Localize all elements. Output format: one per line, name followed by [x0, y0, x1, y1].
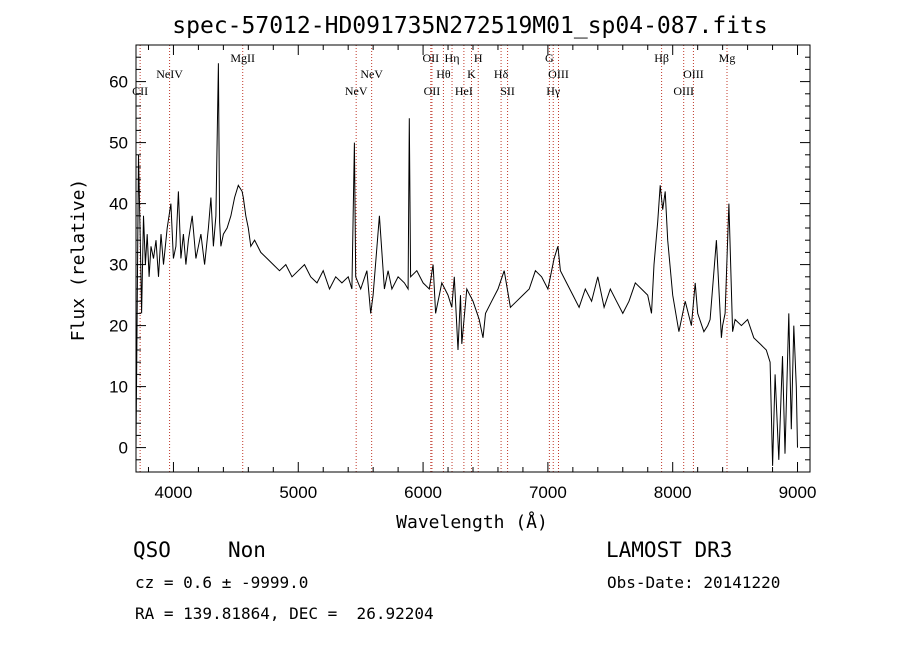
x-tick-label: 4000 — [155, 483, 193, 502]
line-label: G — [545, 51, 554, 65]
y-tick-label: 50 — [109, 134, 128, 153]
line-label: Hγ — [546, 84, 561, 98]
x-axis-ticks: 4000 5000 6000 7000 8000 9000 — [147, 45, 817, 502]
line-label: Hη — [445, 51, 460, 65]
y-axis-ticks: 0 10 20 30 40 50 60 — [109, 56, 810, 461]
x-tick-label: 5000 — [279, 483, 317, 502]
line-label: H — [474, 51, 483, 65]
x-tick-label: 9000 — [779, 483, 817, 502]
chart-title: spec-57012-HD091735N272519M01_sp04-087.f… — [172, 13, 767, 39]
x-tick-label: 8000 — [654, 483, 692, 502]
line-label: Mg — [719, 51, 736, 65]
line-label: MgII — [230, 51, 255, 65]
line-label: OIII — [548, 67, 569, 81]
x-tick-label: 7000 — [529, 483, 567, 502]
emission-line-labels: CII NeIV MgII NeV NeV OII OII Hθ Hη HeI KH Hδ SII G OI… — [132, 51, 735, 98]
line-label: Hβ — [654, 51, 669, 65]
y-tick-label: 60 — [109, 73, 128, 92]
emission-line-markers — [139, 45, 728, 472]
line-label: OIII — [673, 84, 694, 98]
spectrum-line — [135, 63, 798, 466]
ra-dec-info: RA = 139.81864, DEC = 26.92204 — [135, 604, 434, 623]
line-label: NeV — [360, 67, 383, 81]
y-axis-label: Flux (relative) — [68, 179, 89, 342]
line-label: OII — [424, 84, 441, 98]
x-axis-label: Wavelength (Å) — [396, 511, 548, 533]
line-label: OIII — [683, 67, 704, 81]
redshift-info: cz = 0.6 ± -9999.0 — [135, 573, 309, 592]
object-subclass: Non — [228, 538, 266, 562]
line-label: Hδ — [494, 67, 509, 81]
y-tick-label: 10 — [109, 378, 128, 397]
object-class: QSO — [133, 538, 171, 562]
y-tick-label: 0 — [119, 439, 128, 458]
line-label: K — [467, 67, 476, 81]
plot-frame — [135, 44, 811, 473]
line-label: SII — [500, 84, 515, 98]
line-label: HeI — [455, 84, 473, 98]
obs-date: Obs-Date: 20141220 — [607, 573, 781, 592]
y-tick-label: 40 — [109, 195, 128, 214]
line-label: NeV — [345, 84, 368, 98]
y-tick-label: 20 — [109, 317, 128, 336]
line-label: OII — [422, 51, 439, 65]
line-label: NeIV — [156, 67, 183, 81]
line-label: Hθ — [436, 67, 451, 81]
line-label: CII — [132, 84, 148, 98]
y-tick-label: 30 — [109, 256, 128, 275]
survey-name: LAMOST DR3 — [606, 538, 733, 562]
x-tick-label: 6000 — [404, 483, 442, 502]
